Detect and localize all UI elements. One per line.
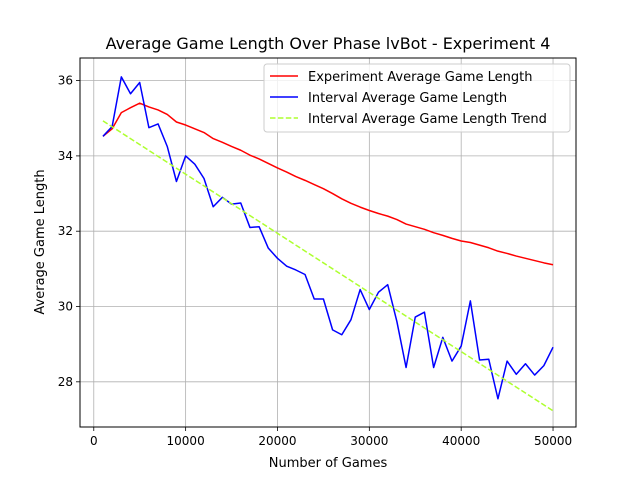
y-tick-label: 36 xyxy=(58,74,73,88)
interval-trend-line xyxy=(102,120,554,412)
legend-label-experiment-average: Experiment Average Game Length xyxy=(308,70,532,85)
axis-ticks: 0 10000 20000 30000 40000 50000 28 30 32 34 36 xyxy=(58,74,572,448)
legend-label-interval-average: Interval Average Game Length xyxy=(308,91,507,106)
x-tick-label: 10000 xyxy=(167,434,205,448)
interval-average-line xyxy=(102,76,554,400)
y-tick-label: 30 xyxy=(58,300,73,314)
y-tick-label: 28 xyxy=(58,375,73,389)
x-axis-title: Number of Games xyxy=(269,456,388,471)
chart-title: Average Game Length Over Phase lvBot - E… xyxy=(106,34,551,53)
x-tick-label: 0 xyxy=(90,434,98,448)
x-tick-label: 20000 xyxy=(258,434,296,448)
legend: Experiment Average Game Length Interval … xyxy=(263,63,571,133)
x-tick-label: 40000 xyxy=(442,434,480,448)
y-tick-label: 34 xyxy=(58,149,73,163)
y-axis-title: Average Game Length xyxy=(33,169,48,314)
plot-frame xyxy=(79,57,577,428)
x-tick-label: 50000 xyxy=(534,434,572,448)
legend-label-interval-trend: Interval Average Game Length Trend xyxy=(308,112,547,127)
experiment-average-line xyxy=(102,102,554,266)
plot-series xyxy=(102,76,554,412)
legend-box xyxy=(263,63,571,133)
x-tick-label: 30000 xyxy=(350,434,388,448)
y-tick-label: 32 xyxy=(58,224,73,238)
